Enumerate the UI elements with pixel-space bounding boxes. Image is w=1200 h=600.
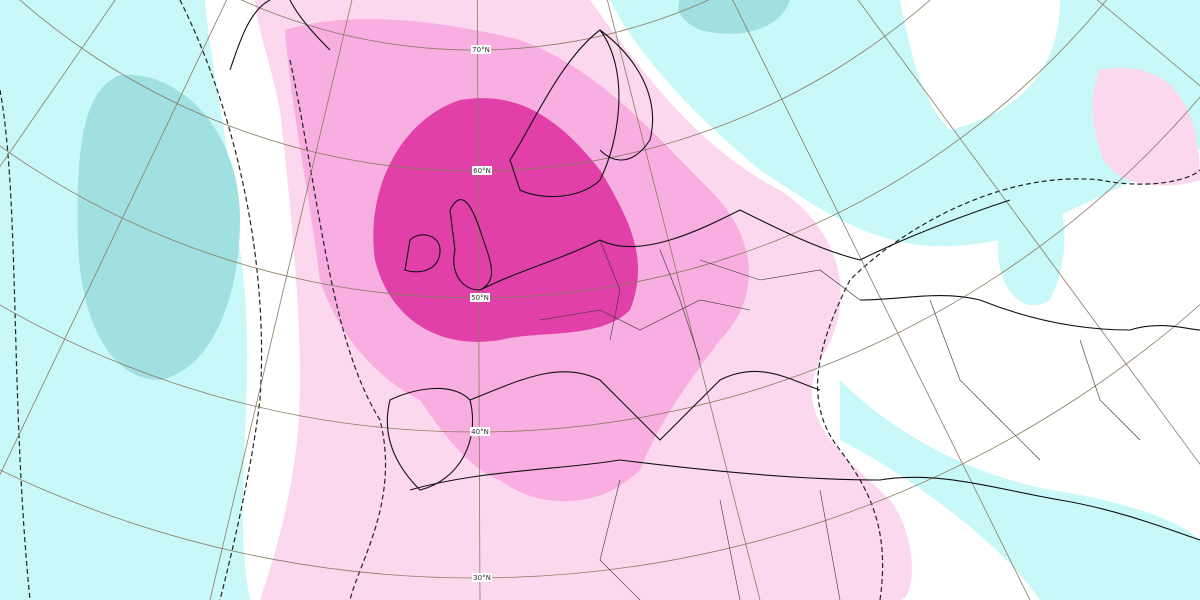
latitude-label: 60°N <box>473 167 491 175</box>
latitude-label: 70°N <box>472 46 490 54</box>
strong-cool-area <box>678 0 790 34</box>
latitude-label: 30°N <box>473 574 491 582</box>
borders <box>539 239 1141 600</box>
latitude-label: 40°N <box>471 428 489 436</box>
strong-warm-area <box>373 98 639 342</box>
latitude-label: 50°N <box>471 294 489 302</box>
graticule-labels: 70°N 60°N 50°N 40°N 30°N <box>470 45 492 582</box>
label-box <box>472 573 492 582</box>
zero-contour <box>0 89 31 600</box>
label-box <box>470 427 490 436</box>
warm-area <box>1092 68 1200 186</box>
label-box <box>472 166 492 175</box>
label-box <box>470 293 490 302</box>
zero-contour <box>179 0 263 600</box>
cool-area <box>840 380 1200 600</box>
cool-area <box>998 176 1065 306</box>
coastlines <box>229 0 1200 541</box>
zero-contour <box>817 169 1200 600</box>
label-box <box>471 45 491 54</box>
strong-cool-area <box>77 74 240 380</box>
zero-contour <box>289 59 387 600</box>
neutral-area <box>900 0 1060 130</box>
